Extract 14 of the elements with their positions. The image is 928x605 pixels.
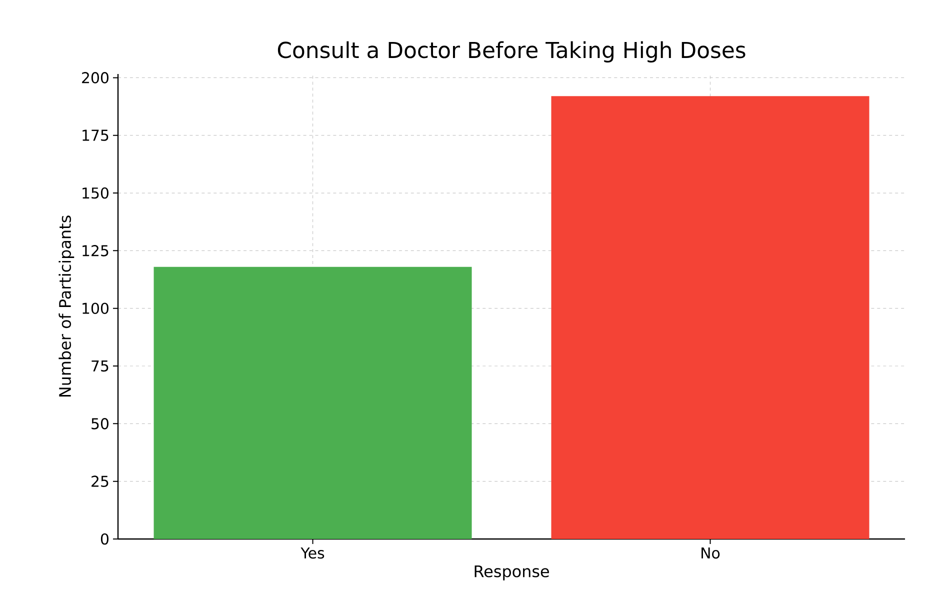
y-tick-label: 125	[82, 245, 108, 256]
y-tick-label: 50	[92, 418, 108, 430]
chart-title: Consult a Doctor Before Taking High Doses	[278, 41, 746, 62]
x-axis-title: Response	[474, 565, 549, 580]
y-tick-label: 175	[82, 130, 108, 141]
y-tick-label: 150	[82, 187, 108, 199]
x-tick-label: Yes	[300, 548, 324, 559]
y-tick-label: 0	[100, 533, 108, 545]
x-tick-label: No	[702, 548, 720, 559]
y-axis-title: Number of Participants	[58, 216, 74, 397]
y-tick-label: 100	[82, 302, 108, 314]
y-tick-label: 75	[92, 360, 108, 372]
y-tick-label: 25	[92, 476, 108, 487]
y-tick-label: 200	[82, 72, 108, 84]
